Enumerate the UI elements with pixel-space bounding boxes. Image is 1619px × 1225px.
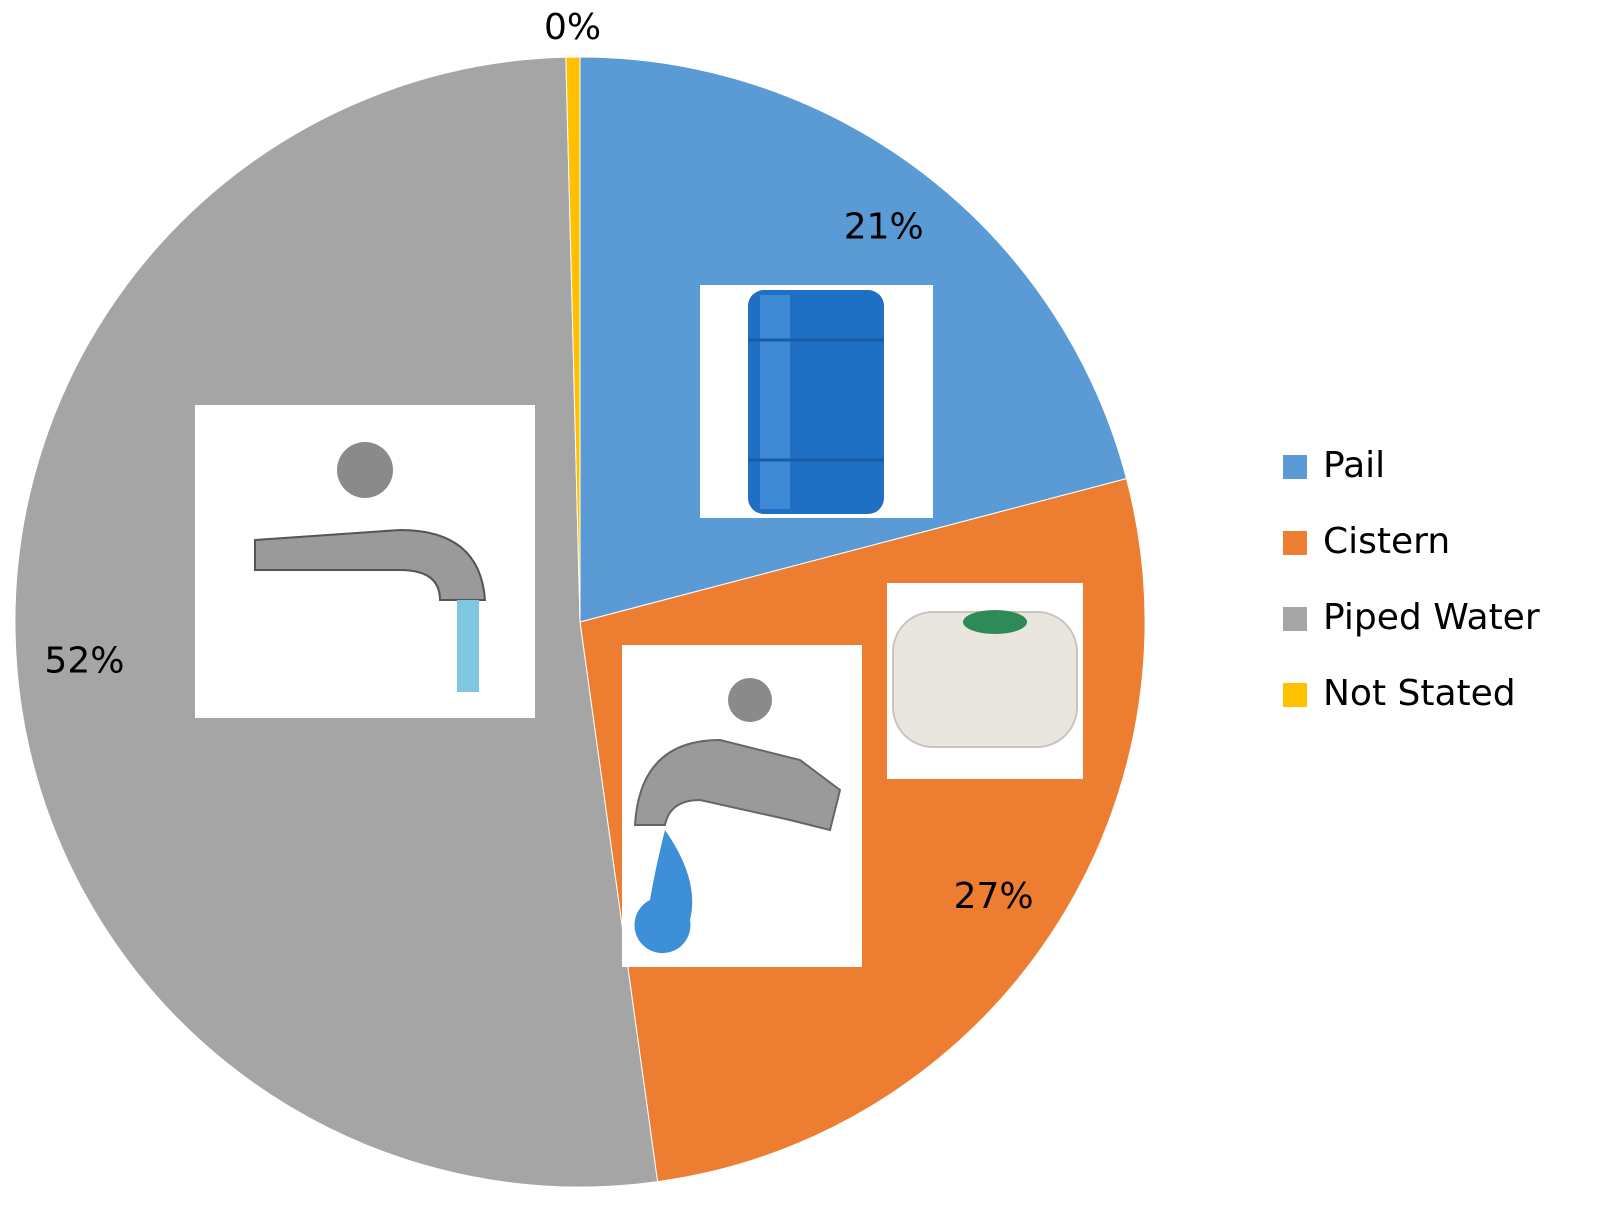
data-label: 21% [844, 206, 924, 247]
data-labels: 21% 27% 52% 0% [44, 7, 1033, 917]
data-label: 0% [544, 7, 601, 48]
icons [195, 285, 1083, 967]
legend-swatch [1283, 455, 1307, 479]
legend: Pail Cistern Piped Water Not Stated [1283, 445, 1540, 714]
legend-label: Piped Water [1323, 597, 1540, 638]
data-label: 27% [954, 876, 1034, 917]
legend-swatch [1283, 683, 1307, 707]
legend-label: Not Stated [1323, 673, 1516, 714]
legend-swatch [1283, 607, 1307, 631]
legend-label: Pail [1323, 445, 1385, 486]
tank-icon [887, 583, 1083, 779]
legend-label: Cistern [1323, 521, 1450, 562]
tap-icon [195, 405, 535, 718]
legend-swatch [1283, 531, 1307, 555]
pie-slice [565, 56, 581, 623]
data-label: 52% [44, 640, 124, 681]
barrel-icon [700, 285, 933, 518]
tap-drop-icon [622, 645, 862, 967]
